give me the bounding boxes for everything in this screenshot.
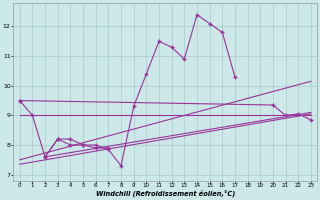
- X-axis label: Windchill (Refroidissement éolien,°C): Windchill (Refroidissement éolien,°C): [96, 190, 235, 197]
